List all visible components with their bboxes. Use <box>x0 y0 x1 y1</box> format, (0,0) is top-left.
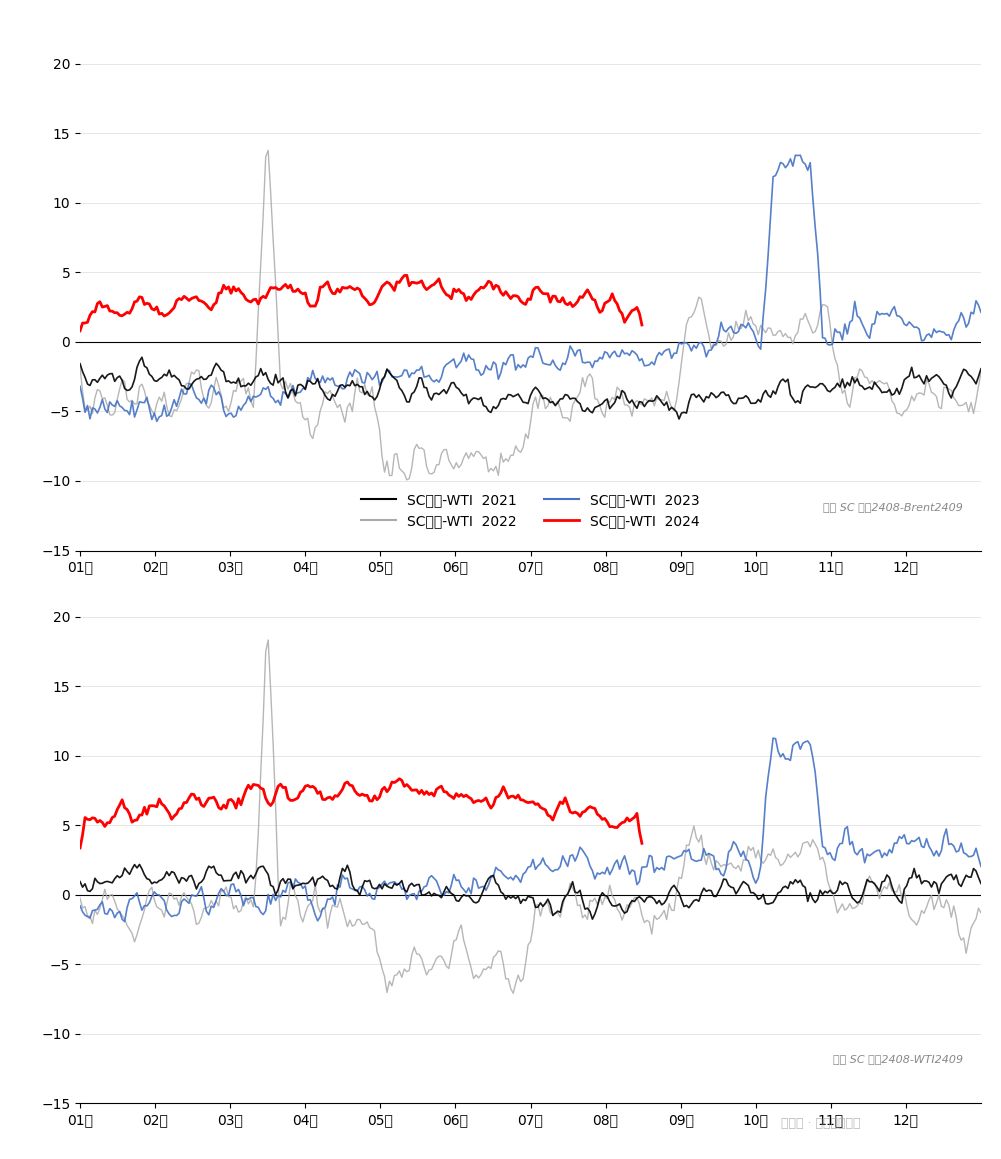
Text: 图：SC 夜盘-WTI 活跃合约价差季节性: 图：SC 夜盘-WTI 活跃合约价差季节性 <box>10 585 218 604</box>
Text: 图：SC 夜盘-Brent 活跃合约价差季节性: 图：SC 夜盘-Brent 活跃合约价差季节性 <box>10 24 234 43</box>
Text: 最新 SC 夜盘2408-Brent2409: 最新 SC 夜盘2408-Brent2409 <box>823 502 963 511</box>
Text: 公众号 · 能源研发中心: 公众号 · 能源研发中心 <box>781 1117 860 1130</box>
Text: 数据来源：彭博、上能源、海通期货投资咨询部: 数据来源：彭博、上能源、海通期货投资咨询部 <box>10 1116 186 1130</box>
Text: 数据来源：彭博、上能源、海通期货投资咨询部: 数据来源：彭博、上能源、海通期货投资咨询部 <box>10 551 186 564</box>
Text: 单位：美元/桶: 单位：美元/桶 <box>931 588 991 602</box>
Legend: SC夜盘-WTI  2021, SC夜盘-WTI  2022, SC夜盘-WTI  2023, SC夜盘-WTI  2024: SC夜盘-WTI 2021, SC夜盘-WTI 2022, SC夜盘-WTI 2… <box>355 487 706 533</box>
Text: 单位：美元/桶: 单位：美元/桶 <box>931 27 991 41</box>
Text: 最新 SC 夜盘2408-WTI2409: 最新 SC 夜盘2408-WTI2409 <box>833 1055 963 1064</box>
